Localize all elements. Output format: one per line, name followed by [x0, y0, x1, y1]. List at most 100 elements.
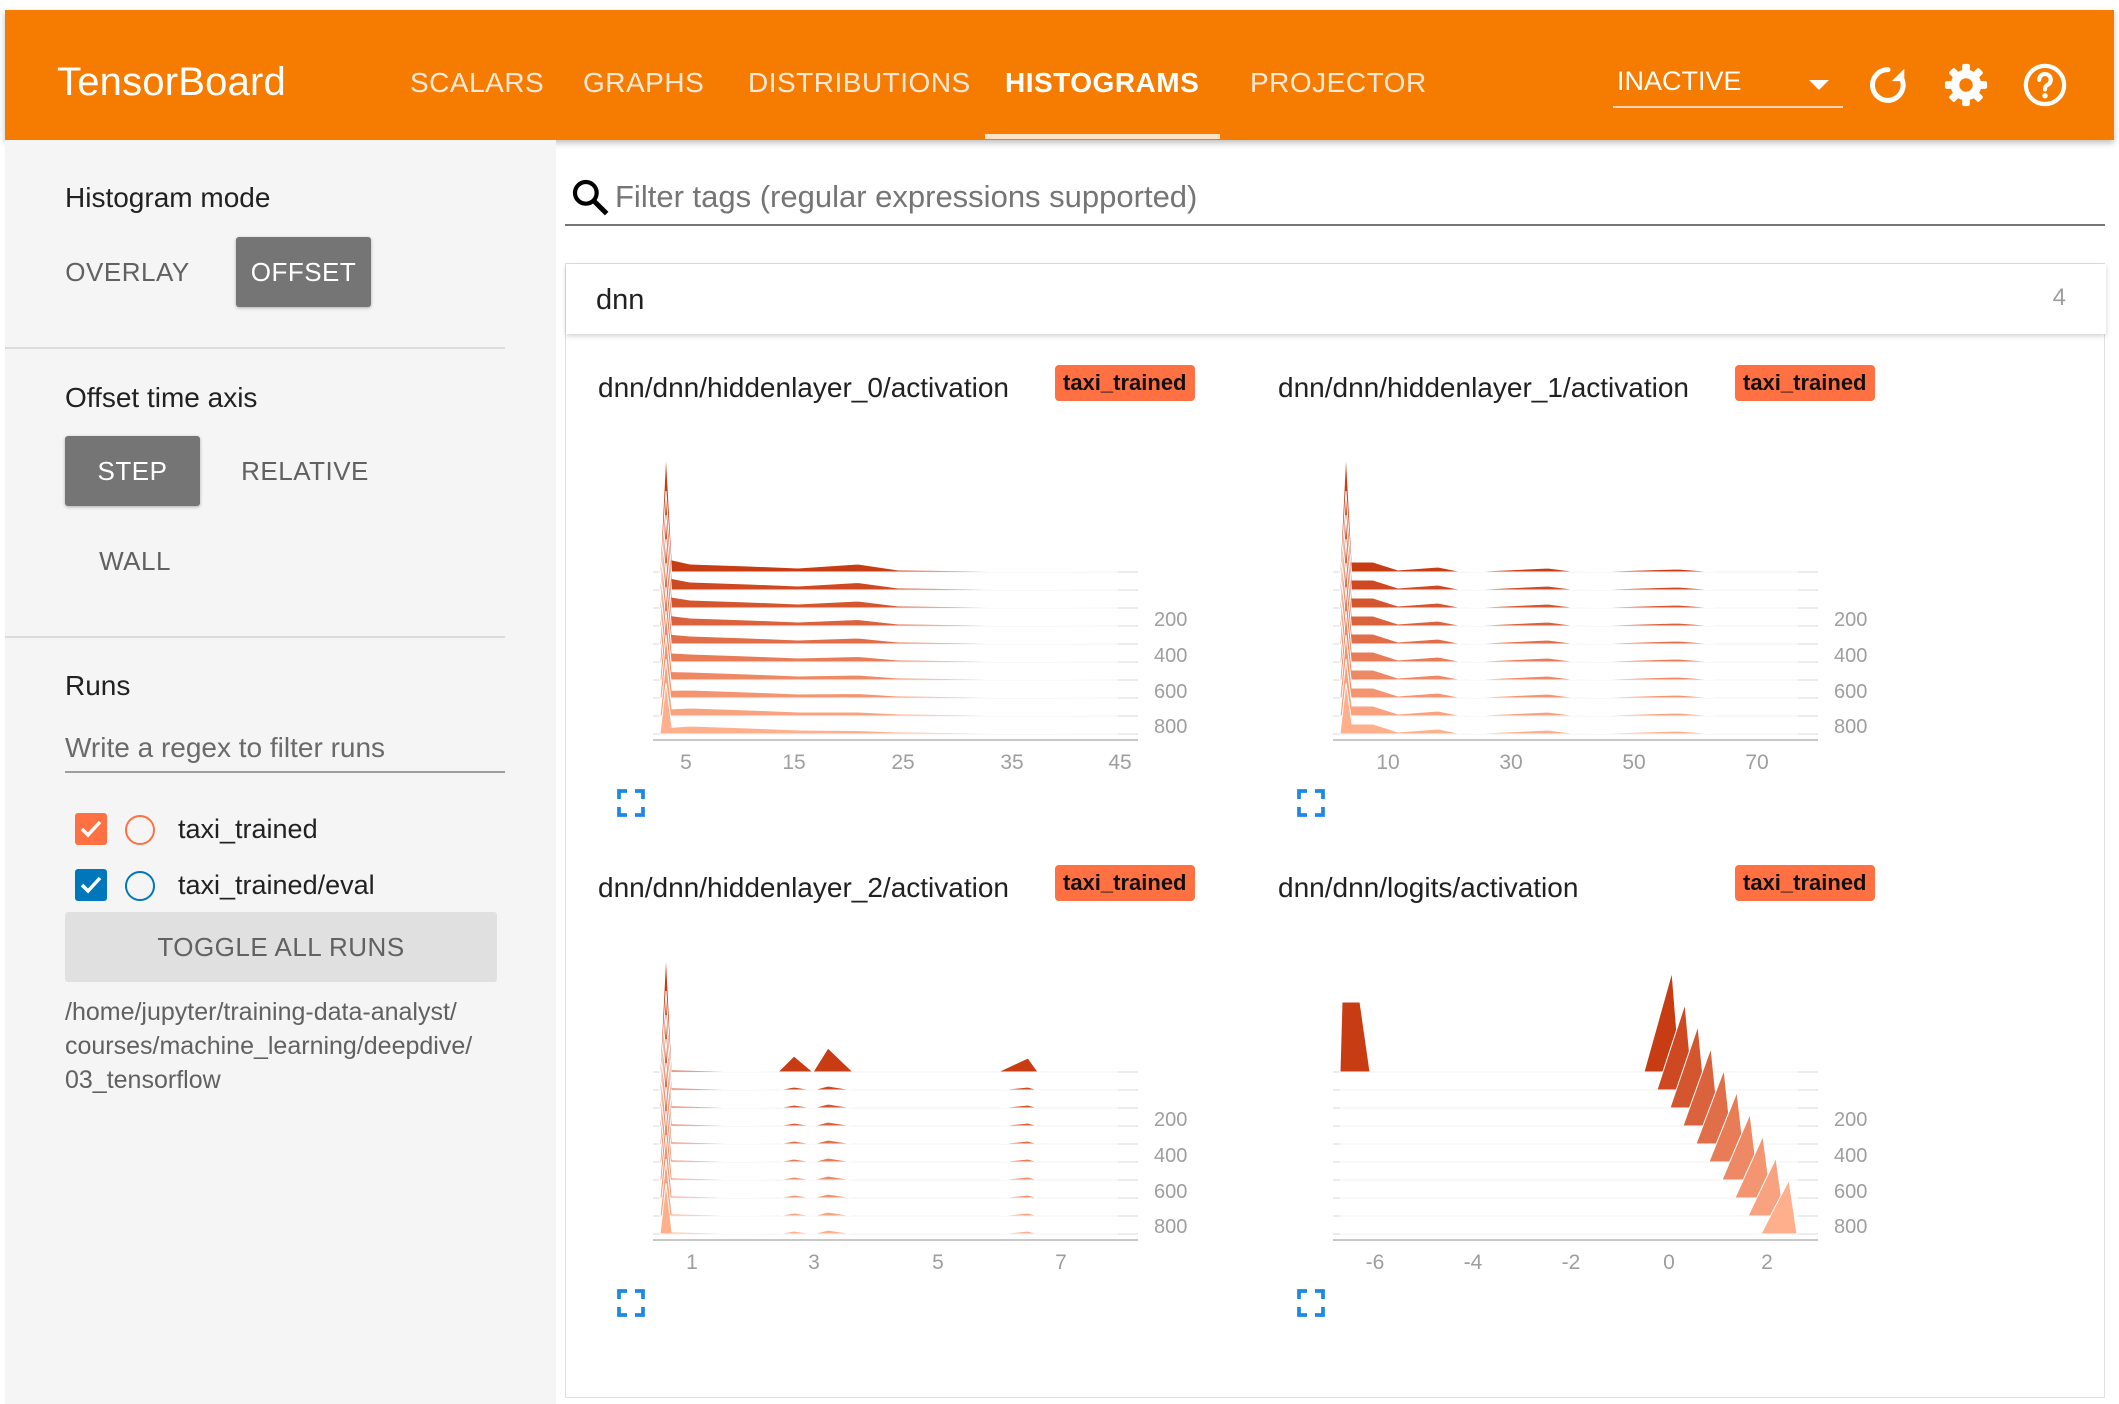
run-label: taxi_trained [178, 814, 318, 844]
y-tick-label: 400 [1154, 645, 1187, 667]
histogram-ridge [659, 951, 1118, 1073]
x-tick-label: 50 [1622, 751, 1645, 774]
y-tick-label: 600 [1154, 681, 1187, 703]
y-tick-label: 200 [1834, 609, 1867, 631]
overlay-button[interactable]: OVERLAY [65, 256, 190, 287]
x-tick-label: 15 [782, 751, 805, 774]
sidebar: Histogram mode OVERLAY OFFSET Offset tim… [5, 140, 556, 1404]
histogram-ridge [659, 490, 1119, 591]
dropdown-value: INACTIVE [1617, 66, 1742, 96]
run-filter-input[interactable] [65, 725, 505, 773]
y-tick-label: 400 [1834, 645, 1867, 667]
histogram-ridge [1340, 1069, 1798, 1145]
offset-time-axis-title: Offset time axis [65, 382, 258, 413]
histogram-card: dnn/dnn/logits/activation taxi_trained -… [1278, 865, 1878, 1362]
category-count: 4 [2052, 284, 2066, 311]
x-tick-label: 2 [1761, 1251, 1773, 1274]
expand-icon[interactable] [615, 1287, 647, 1319]
tab-projector[interactable]: PROJECTOR [1250, 67, 1427, 98]
category-name: dnn [596, 284, 645, 316]
x-tick-label: 30 [1499, 751, 1522, 774]
tag-filter-input[interactable] [615, 172, 2095, 222]
y-tick-label: 400 [1154, 1145, 1187, 1167]
histogram-card: dnn/dnn/hiddenlayer_1/activation taxi_tr… [1278, 365, 1878, 862]
card-title: dnn/dnn/hiddenlayer_2/activation [598, 872, 1009, 903]
ridge-group [1333, 971, 1818, 1235]
x-tick-label: 70 [1745, 751, 1768, 774]
run-color-indicator[interactable] [125, 871, 155, 901]
histogram-ridge [1339, 514, 1798, 609]
run-checkbox[interactable] [75, 869, 107, 901]
expand-icon[interactable] [615, 787, 647, 819]
x-tick-label: 1 [686, 1251, 698, 1274]
section-divider [5, 636, 505, 638]
histogram-ridge [659, 1086, 1118, 1163]
histogram-ridge [659, 586, 1119, 663]
x-tick-label: 7 [1055, 1251, 1067, 1274]
histogram-ridge [1339, 634, 1798, 699]
checkmark-icon [80, 876, 102, 894]
step-button[interactable]: STEP [65, 436, 200, 506]
y-tick-label: 800 [1834, 716, 1867, 738]
tab-distributions[interactable]: DISTRIBUTIONS [748, 67, 971, 98]
histogram-ridge [1340, 1047, 1798, 1127]
histogram-ridge [659, 1134, 1118, 1199]
run-badge: taxi_trained [1055, 865, 1195, 901]
y-tick-label: 200 [1154, 609, 1187, 631]
tag-filter [565, 170, 2105, 226]
histogram-ridge [1339, 490, 1798, 591]
histogram-ridge [659, 990, 1118, 1091]
y-tick-label: 200 [1834, 1109, 1867, 1131]
histogram-chart: 5 15 25 35 45 200 400 600 800 [653, 451, 1187, 774]
histogram-ridge [659, 562, 1119, 645]
active-tab-indicator [985, 134, 1220, 139]
tab-histograms[interactable]: HISTOGRAMS [1005, 67, 1200, 98]
histogram-ridge [659, 1182, 1118, 1235]
histogram-ridge [1340, 1091, 1798, 1163]
histogram-ridge [1339, 610, 1798, 681]
x-tick-label: 5 [932, 1251, 944, 1274]
histogram-card: dnn/dnn/hiddenlayer_2/activation taxi_tr… [598, 865, 1198, 1362]
wall-button[interactable]: WALL [99, 545, 171, 576]
histogram-ridge [659, 514, 1119, 609]
histogram-ridge [659, 1038, 1118, 1127]
histogram-ridge [1339, 586, 1798, 663]
y-tick-label: 400 [1834, 1145, 1867, 1167]
run-color-indicator[interactable] [125, 815, 155, 845]
expand-icon[interactable] [1295, 1287, 1327, 1319]
histogram-chart: 10 30 50 70 200 400 600 800 [1333, 451, 1867, 774]
x-tick-label: 3 [808, 1251, 820, 1274]
y-tick-label: 600 [1154, 1181, 1187, 1203]
offset-button[interactable]: OFFSET [236, 237, 371, 307]
x-tick-label: 45 [1108, 751, 1131, 774]
section-divider [5, 347, 505, 349]
settings-icon[interactable] [1943, 62, 1989, 108]
histogram-ridge [659, 634, 1119, 699]
run-badge: taxi_trained [1735, 365, 1875, 401]
chevron-down-icon [1809, 80, 1829, 90]
histogram-ridge [1339, 451, 1798, 573]
reload-icon[interactable] [1865, 62, 1911, 108]
tab-scalars[interactable]: SCALARS [410, 67, 545, 98]
relative-button[interactable]: RELATIVE [241, 455, 369, 486]
histogram-ridge [659, 1062, 1118, 1145]
histogram-chart: 1 3 5 7 200 400 600 800 [653, 951, 1187, 1274]
histogram-ridge [1340, 1178, 1798, 1235]
expand-icon[interactable] [1295, 787, 1327, 819]
toggle-all-runs-button[interactable]: TOGGLE ALL RUNS [65, 912, 497, 982]
histogram-ridge [659, 1014, 1118, 1109]
inactive-dashboards-dropdown[interactable]: INACTIVE [1613, 58, 1843, 108]
run-item[interactable]: taxi_trained [70, 810, 510, 850]
category-header[interactable]: dnn 4 [566, 264, 2106, 334]
card-title: dnn/dnn/hiddenlayer_0/activation [598, 372, 1009, 403]
run-item[interactable]: taxi_trained/eval [70, 866, 510, 906]
checkmark-icon [80, 820, 102, 838]
histogram-ridge [659, 610, 1119, 681]
tab-graphs[interactable]: GRAPHS [583, 67, 705, 98]
x-tick-label: 5 [680, 751, 692, 774]
run-checkbox[interactable] [75, 813, 107, 845]
y-tick-label: 600 [1834, 1181, 1867, 1203]
run-label: taxi_trained/eval [178, 870, 375, 900]
y-tick-label: 200 [1154, 1109, 1187, 1131]
help-icon[interactable] [2022, 62, 2068, 108]
